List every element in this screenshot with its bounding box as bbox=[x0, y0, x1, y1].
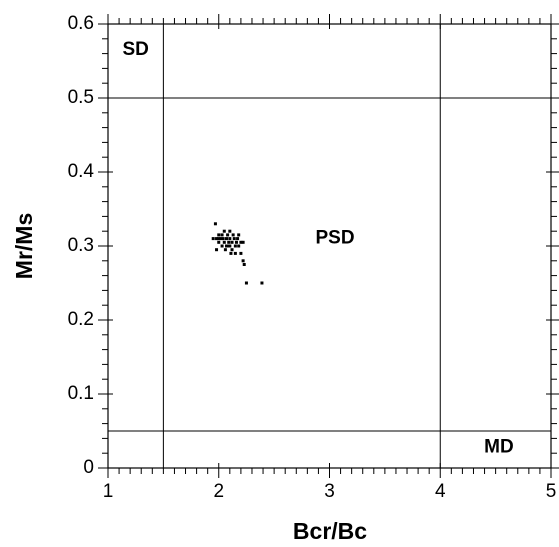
y-tick-label: 0.2 bbox=[68, 309, 94, 330]
y-tick-label: 0.3 bbox=[68, 235, 94, 256]
point bbox=[225, 244, 229, 248]
point bbox=[211, 237, 215, 241]
point bbox=[232, 237, 236, 241]
x-tick-label: 4 bbox=[435, 481, 446, 502]
point bbox=[241, 259, 245, 263]
point bbox=[221, 237, 225, 241]
point bbox=[234, 240, 238, 244]
point bbox=[244, 281, 248, 285]
point bbox=[223, 248, 227, 252]
x-tick-label: 1 bbox=[103, 481, 114, 502]
x-tick-label: 5 bbox=[546, 481, 557, 502]
point bbox=[219, 237, 223, 241]
point bbox=[242, 263, 246, 266]
point bbox=[222, 240, 226, 244]
point bbox=[220, 244, 224, 248]
point bbox=[228, 244, 232, 248]
y-tick-label: 0.6 bbox=[68, 13, 94, 34]
x-tick-label: 2 bbox=[213, 481, 224, 502]
y-tick-label: 0.5 bbox=[68, 87, 94, 108]
y-tick-label: 0 bbox=[83, 457, 94, 478]
region-label: PSD bbox=[315, 228, 354, 249]
x-axis-label: Bcr/Bc bbox=[293, 518, 367, 544]
point bbox=[237, 244, 241, 248]
point bbox=[213, 222, 217, 226]
point bbox=[222, 229, 226, 233]
point bbox=[241, 240, 245, 244]
point bbox=[217, 233, 221, 237]
point bbox=[215, 248, 219, 252]
point bbox=[230, 248, 234, 252]
point bbox=[237, 233, 241, 237]
point bbox=[230, 240, 234, 244]
point bbox=[233, 251, 237, 255]
point bbox=[239, 251, 243, 255]
point bbox=[231, 233, 235, 237]
y-tick-label: 0.1 bbox=[68, 383, 94, 404]
point bbox=[227, 240, 231, 244]
point bbox=[226, 233, 230, 237]
point bbox=[217, 237, 221, 241]
y-tick-label: 0.4 bbox=[68, 161, 95, 182]
x-tick-label: 3 bbox=[324, 481, 335, 502]
point bbox=[228, 229, 232, 233]
point bbox=[236, 237, 240, 241]
point bbox=[215, 237, 219, 241]
point bbox=[220, 233, 224, 237]
point bbox=[260, 281, 264, 285]
y-axis-label: Mr/Ms bbox=[11, 213, 37, 279]
point bbox=[225, 237, 229, 241]
region-label: SD bbox=[122, 39, 148, 60]
point bbox=[233, 244, 237, 248]
region-label: MD bbox=[484, 436, 514, 457]
point bbox=[229, 251, 233, 255]
point bbox=[228, 237, 232, 241]
point bbox=[239, 240, 243, 244]
point bbox=[217, 240, 221, 244]
